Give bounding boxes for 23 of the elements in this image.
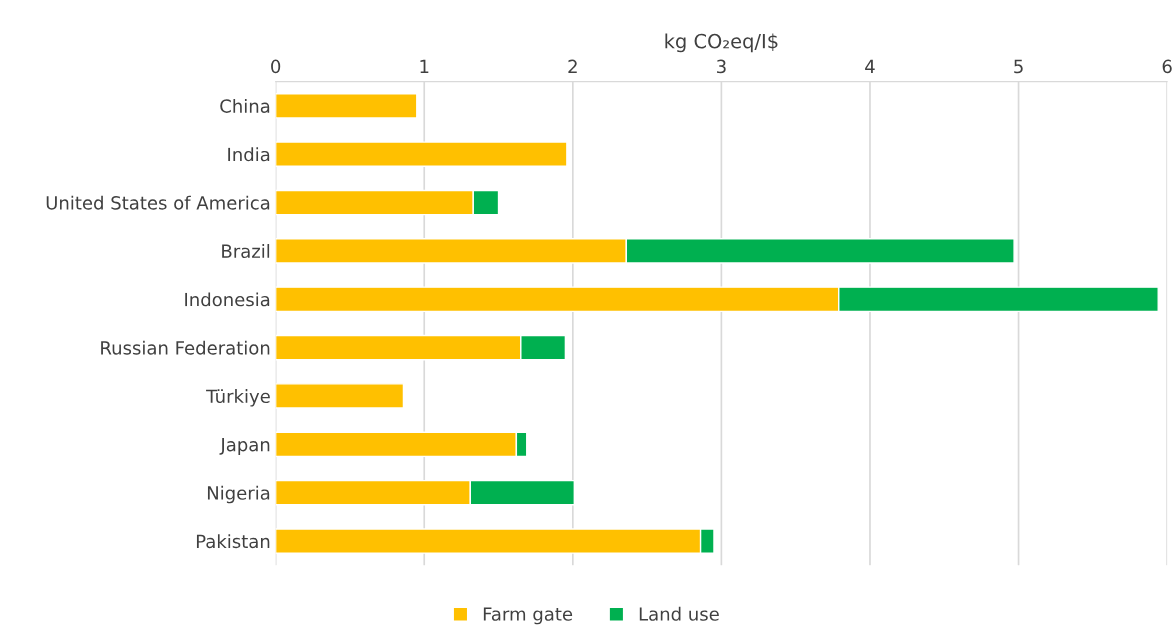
y-tick-label: Nigeria bbox=[207, 485, 270, 504]
bar bbox=[275, 93, 418, 119]
legend-label: Farm gate bbox=[483, 607, 573, 625]
x-tick-label: 0 bbox=[271, 59, 281, 74]
x-axis-title: kg CO₂eq/I$ bbox=[665, 33, 778, 53]
y-tick-label: Brazil bbox=[222, 244, 270, 258]
bar bbox=[275, 141, 568, 167]
legend-label: Land use bbox=[639, 606, 719, 621]
y-tick-label: Indonesia bbox=[185, 292, 270, 307]
y-tick-label: United States of America bbox=[46, 195, 270, 210]
x-tick-label: 3 bbox=[717, 59, 726, 74]
y-tick-label: Russian Federation bbox=[101, 340, 270, 355]
y-tick-label: Japan bbox=[219, 438, 270, 455]
y-tick-label: China bbox=[220, 98, 270, 113]
y-tick-label: Pakistan bbox=[196, 534, 270, 549]
x-tick-label: 2 bbox=[568, 59, 577, 74]
x-tick-label: 6 bbox=[1162, 59, 1172, 74]
bar bbox=[275, 383, 405, 409]
y-tick-label: Türkiye bbox=[206, 389, 270, 407]
y-tick-label: India bbox=[228, 147, 270, 162]
x-tick-label: 5 bbox=[1014, 59, 1023, 74]
x-tick-label: 4 bbox=[865, 59, 875, 74]
x-tick-label: 1 bbox=[420, 59, 429, 74]
